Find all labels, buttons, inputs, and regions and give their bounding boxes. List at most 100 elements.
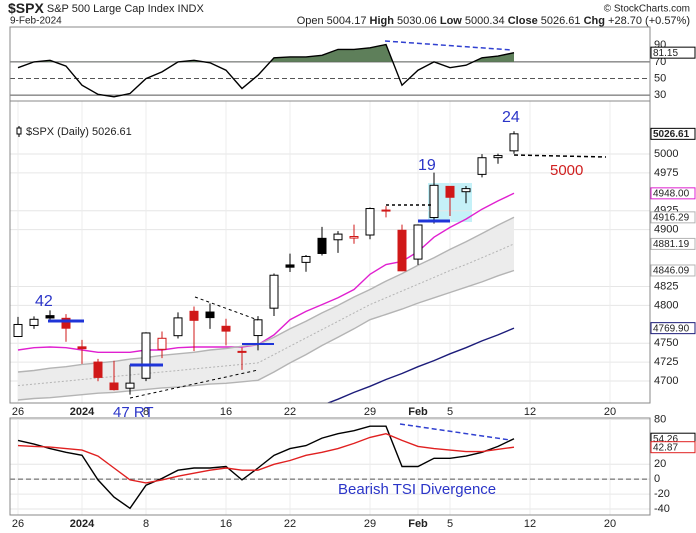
y-tick-label: 4750 bbox=[654, 337, 678, 349]
candle-body bbox=[429, 184, 439, 219]
candle-body bbox=[109, 382, 119, 391]
x-tick-label: 12 bbox=[524, 406, 536, 418]
value-box bbox=[650, 211, 696, 224]
candle-body bbox=[493, 155, 503, 159]
candle-body bbox=[477, 157, 487, 175]
line bbox=[17, 432, 515, 484]
y-tick-label: 0 bbox=[654, 473, 660, 485]
candle-body bbox=[397, 229, 407, 272]
symbol: $SPX bbox=[8, 0, 44, 16]
candle-body bbox=[301, 255, 311, 263]
candle-body bbox=[77, 346, 87, 350]
legend-text: $SPX (Daily) 5026.61 bbox=[26, 126, 132, 138]
value-box-label: 54.26 bbox=[653, 434, 678, 445]
dashed-line bbox=[513, 154, 607, 158]
x-tick-label: 26 bbox=[12, 518, 24, 530]
candle-body bbox=[93, 361, 103, 378]
divergence-line bbox=[384, 40, 513, 51]
panel bbox=[10, 418, 650, 515]
panel-border bbox=[9, 26, 651, 102]
value-box-label: 5026.61 bbox=[653, 129, 690, 140]
value-box-label: 4916.29 bbox=[653, 212, 690, 223]
candle-body bbox=[365, 208, 375, 236]
line bbox=[17, 43, 515, 98]
annotation: 24 bbox=[502, 109, 520, 126]
x-tick-label: 8 bbox=[143, 406, 149, 418]
x-tick-label: Feb bbox=[408, 518, 428, 530]
y-tick-label: 4825 bbox=[654, 280, 678, 292]
x-tick-label: Feb bbox=[408, 406, 428, 418]
annotations: 42 47 RT 19 24 5000 Bearish TSI Divergen… bbox=[35, 40, 607, 498]
credit: © StockCharts.com bbox=[604, 4, 690, 15]
candle-body bbox=[13, 323, 23, 337]
candle-body bbox=[189, 310, 199, 321]
line bbox=[17, 192, 515, 353]
y-tick-label: 20 bbox=[654, 458, 666, 470]
x-tick-label: 2024 bbox=[70, 406, 95, 418]
annotation: 47 RT bbox=[113, 404, 154, 421]
x-tick-label: 2024 bbox=[70, 518, 95, 530]
candle-body bbox=[349, 236, 359, 239]
quote-value: 5030.06 bbox=[397, 15, 437, 27]
y-tick-label: 30 bbox=[654, 89, 666, 101]
x-tick-label: 22 bbox=[284, 518, 296, 530]
line bbox=[17, 425, 515, 510]
value-box bbox=[650, 237, 696, 250]
value-box-label: 81.15 bbox=[653, 48, 678, 59]
date: 9-Feb-2024 bbox=[10, 16, 62, 27]
band bbox=[18, 217, 514, 400]
header-line: $SPX S&P 500 Large Cap Index INDX bbox=[8, 0, 204, 16]
candle-body bbox=[221, 325, 231, 332]
candle-body bbox=[141, 332, 151, 379]
legend: $SPX (Daily) 5026.61 bbox=[16, 126, 132, 138]
area bbox=[18, 44, 514, 62]
x-tick-label: 5 bbox=[447, 406, 453, 418]
y-tick-label: 50 bbox=[654, 72, 666, 84]
candle-body bbox=[461, 188, 471, 193]
value-box bbox=[650, 441, 696, 454]
annotation: 5000 bbox=[550, 162, 583, 179]
y-tick-label: 70 bbox=[654, 56, 666, 68]
legend-icon bbox=[16, 127, 22, 135]
x-tick-label: 16 bbox=[220, 518, 232, 530]
x-tick-label: 20 bbox=[604, 406, 616, 418]
quote-value: 5004.17 bbox=[327, 15, 367, 27]
y-tick-label: 5000 bbox=[654, 148, 678, 160]
quote-label: Low bbox=[440, 15, 462, 27]
candle-body bbox=[413, 224, 423, 260]
y-tick-label: -20 bbox=[654, 488, 670, 500]
candle-body bbox=[381, 209, 391, 212]
x-tick-label: 16 bbox=[220, 406, 232, 418]
value-box-label: 42.87 bbox=[653, 442, 678, 453]
x-tick-label: 8 bbox=[143, 518, 149, 530]
candle-body bbox=[29, 318, 39, 326]
value-box bbox=[650, 127, 696, 140]
y-tick-label: 4700 bbox=[654, 375, 678, 387]
divergence-line bbox=[399, 423, 511, 441]
candle-body bbox=[61, 317, 71, 329]
value-box bbox=[650, 322, 696, 335]
y-tick-label: -40 bbox=[654, 503, 670, 515]
value-box bbox=[650, 46, 696, 59]
candle-body bbox=[45, 315, 55, 319]
y-tick-label: 4800 bbox=[654, 299, 678, 311]
panel-border bbox=[9, 417, 651, 516]
panel-border bbox=[9, 100, 651, 404]
value-box-label: 4881.19 bbox=[653, 239, 690, 250]
annotation: Bearish TSI Divergence bbox=[338, 481, 496, 498]
y-tick-label: 4975 bbox=[654, 167, 678, 179]
candle-body bbox=[205, 311, 215, 319]
y-tick-label: 80 bbox=[654, 413, 666, 425]
candle-body bbox=[253, 319, 263, 337]
quote-label: Open bbox=[297, 15, 324, 27]
x-tick-label: 12 bbox=[524, 518, 536, 530]
dashed-line bbox=[194, 296, 259, 321]
annotation: 42 bbox=[35, 293, 53, 310]
value-box bbox=[650, 264, 696, 277]
quote-value: 5000.34 bbox=[465, 15, 505, 27]
fill-group bbox=[18, 44, 514, 62]
x-tick-label: 20 bbox=[604, 518, 616, 530]
